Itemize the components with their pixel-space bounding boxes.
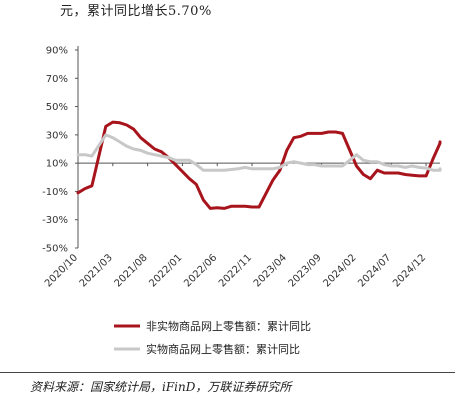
- y-tick-label: -10%: [42, 187, 68, 198]
- y-tick-label: 50%: [46, 102, 68, 113]
- y-tick-label: -30%: [42, 215, 68, 226]
- y-axis: -50% -30% -10% 10% 30% 50% 70% 90%: [42, 46, 79, 255]
- y-tick-label: 90%: [46, 46, 68, 57]
- y-tick-label: 10%: [46, 159, 68, 170]
- x-tick-label: 2021/03: [78, 252, 115, 289]
- x-tick-label: 2022/01: [147, 252, 184, 289]
- x-tick-label: 2024/12: [391, 252, 428, 289]
- series-line-1: [76, 120, 442, 210]
- x-tick-label: 2024/07: [356, 252, 393, 289]
- header-text: 元，累计同比增长5.70%: [60, 4, 212, 19]
- y-tick-label: -50%: [42, 244, 68, 255]
- x-tick-label: 2020/10: [43, 252, 80, 289]
- x-tick-label: 2023/09: [287, 252, 324, 289]
- x-tick-label: 2022/11: [217, 252, 254, 289]
- x-tick-label: 2024/02: [321, 252, 358, 289]
- x-axis: 2020/102021/032021/082022/012022/062022/…: [43, 162, 440, 289]
- y-tick-label: 70%: [46, 74, 68, 85]
- line-chart: -50%-30%-10%10%30%50%70%90% 2020/102021/…: [42, 46, 442, 356]
- legend-label-1: 非实物商品网上零售额：累计同比: [146, 319, 311, 333]
- source-divider: [0, 372, 455, 373]
- x-tick-label: 2021/08: [113, 252, 150, 289]
- y-tick-label: 30%: [46, 130, 68, 141]
- series-line-2: [76, 133, 442, 172]
- x-tick-label: 2022/06: [182, 252, 219, 289]
- legend-label-2: 实物商品网上零售额：累计同比: [146, 342, 300, 356]
- series-lines: [76, 120, 442, 210]
- source-text: 资料来源：国家统计局，iFinD，万联证券研究所: [30, 380, 292, 394]
- x-tick-label: 2023/04: [252, 252, 289, 289]
